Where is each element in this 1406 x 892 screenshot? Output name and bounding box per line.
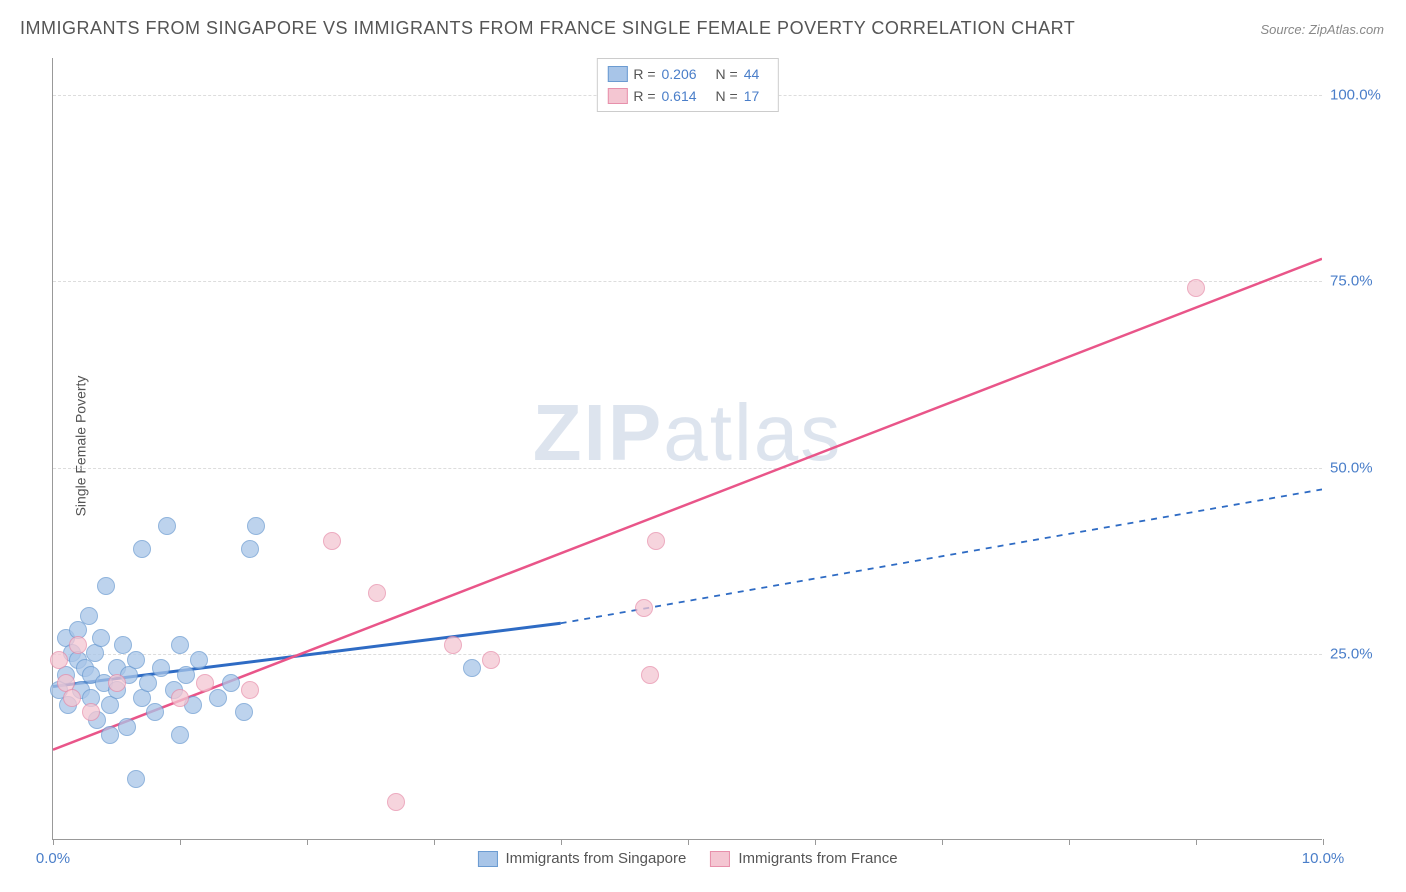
gridline <box>53 281 1322 282</box>
data-point <box>241 540 259 558</box>
data-point <box>146 703 164 721</box>
data-point <box>190 651 208 669</box>
x-tick <box>434 839 435 845</box>
data-point <box>171 726 189 744</box>
trend-lines <box>53 58 1322 839</box>
data-point <box>152 659 170 677</box>
legend-row-singapore: R = 0.206 N = 44 <box>607 63 767 85</box>
r-value: 0.614 <box>662 85 710 107</box>
n-label: N = <box>716 85 738 107</box>
data-point <box>171 636 189 654</box>
x-tick <box>561 839 562 845</box>
r-value: 0.206 <box>662 63 710 85</box>
watermark: ZIPatlas <box>533 387 842 479</box>
legend-item: Immigrants from Singapore <box>477 850 686 867</box>
legend-row-france: R = 0.614 N = 17 <box>607 85 767 107</box>
data-point <box>463 659 481 677</box>
y-tick-label: 50.0% <box>1330 459 1390 476</box>
x-tick <box>942 839 943 845</box>
data-point <box>177 666 195 684</box>
data-point <box>222 674 240 692</box>
y-tick-label: 100.0% <box>1330 87 1390 104</box>
data-point <box>158 517 176 535</box>
data-point <box>368 584 386 602</box>
data-point <box>50 651 68 669</box>
x-tick <box>180 839 181 845</box>
data-point <box>647 532 665 550</box>
data-point <box>209 689 227 707</box>
x-tick <box>1196 839 1197 845</box>
y-tick-label: 25.0% <box>1330 645 1390 662</box>
data-point <box>387 793 405 811</box>
r-label: R = <box>633 63 655 85</box>
x-tick <box>688 839 689 845</box>
legend-label: Immigrants from Singapore <box>505 850 686 867</box>
data-point <box>118 718 136 736</box>
swatch-singapore <box>607 66 627 82</box>
data-point <box>641 666 659 684</box>
legend-series: Immigrants from Singapore Immigrants from… <box>477 850 897 867</box>
data-point <box>1187 279 1205 297</box>
data-point <box>133 540 151 558</box>
x-tick <box>1069 839 1070 845</box>
legend-item: Immigrants from France <box>710 850 897 867</box>
chart-title: IMMIGRANTS FROM SINGAPORE VS IMMIGRANTS … <box>20 18 1075 39</box>
y-tick-label: 75.0% <box>1330 273 1390 290</box>
data-point <box>101 726 119 744</box>
n-value: 44 <box>744 63 768 85</box>
data-point <box>82 703 100 721</box>
x-tick <box>53 839 54 845</box>
data-point <box>114 636 132 654</box>
gridline <box>53 654 1322 655</box>
data-point <box>127 651 145 669</box>
legend-stats: R = 0.206 N = 44 R = 0.614 N = 17 <box>596 58 778 112</box>
x-tick-label: 0.0% <box>36 850 70 867</box>
swatch-france <box>607 88 627 104</box>
n-label: N = <box>716 63 738 85</box>
data-point <box>97 577 115 595</box>
data-point <box>241 681 259 699</box>
data-point <box>235 703 253 721</box>
data-point <box>247 517 265 535</box>
data-point <box>108 674 126 692</box>
data-point <box>127 770 145 788</box>
x-tick <box>1323 839 1324 845</box>
data-point <box>635 599 653 617</box>
data-point <box>323 532 341 550</box>
n-value: 17 <box>744 85 768 107</box>
x-tick <box>307 839 308 845</box>
x-tick <box>815 839 816 845</box>
data-point <box>171 689 189 707</box>
x-tick-label: 10.0% <box>1302 850 1345 867</box>
legend-swatch <box>477 851 497 867</box>
plot-area: ZIPatlas 25.0%50.0%75.0%100.0% 0.0%10.0%… <box>52 58 1322 840</box>
gridline <box>53 468 1322 469</box>
data-point <box>444 636 462 654</box>
data-point <box>196 674 214 692</box>
source-label: Source: ZipAtlas.com <box>1260 22 1384 37</box>
data-point <box>139 674 157 692</box>
legend-swatch <box>710 851 730 867</box>
data-point <box>69 636 87 654</box>
data-point <box>63 689 81 707</box>
data-point <box>92 629 110 647</box>
legend-label: Immigrants from France <box>738 850 897 867</box>
r-label: R = <box>633 85 655 107</box>
data-point <box>482 651 500 669</box>
data-point <box>80 607 98 625</box>
